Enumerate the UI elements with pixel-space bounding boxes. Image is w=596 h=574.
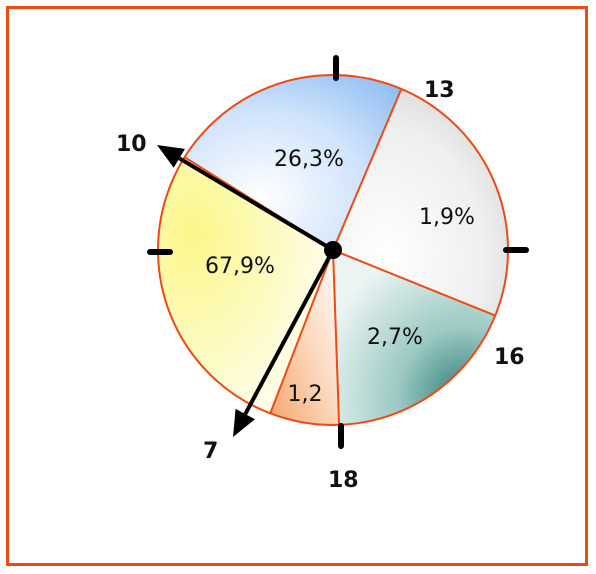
divider-line [332, 88, 403, 251]
center-hub [324, 241, 342, 259]
wedge-yellow [157, 157, 333, 414]
wedge-orange-label: 1,2 [288, 382, 323, 407]
pie-slices [157, 75, 508, 425]
hour-label-13: 13 [424, 78, 455, 103]
wedge-teal [333, 250, 496, 425]
divider-line [332, 249, 496, 317]
wedge-teal-label: 2,7% [367, 325, 423, 350]
hand-arrow-7 [233, 249, 335, 437]
slice-labels: 26,3% 1,9% 2,7% 1,2 67,9% [205, 147, 475, 407]
divider-line [332, 249, 341, 425]
wedge-gray [333, 88, 508, 316]
hand-arrow-10 [157, 145, 335, 252]
hour-ticks [147, 55, 529, 449]
clock-hands [157, 145, 342, 437]
wedge-blue-label: 26,3% [274, 147, 344, 172]
wedge-gray-label: 1,9% [419, 205, 475, 230]
hour-label-7: 7 [203, 439, 218, 464]
hour-labels: 10 13 16 18 7 [116, 78, 525, 493]
hour-label-16: 16 [494, 345, 525, 370]
divider-line [269, 249, 334, 414]
wedge-blue [184, 75, 402, 251]
hour-label-18: 18 [328, 468, 359, 493]
wedge-yellow-label: 67,9% [205, 254, 275, 279]
hour-label-10: 10 [116, 132, 147, 157]
wedge-orange [270, 250, 340, 425]
